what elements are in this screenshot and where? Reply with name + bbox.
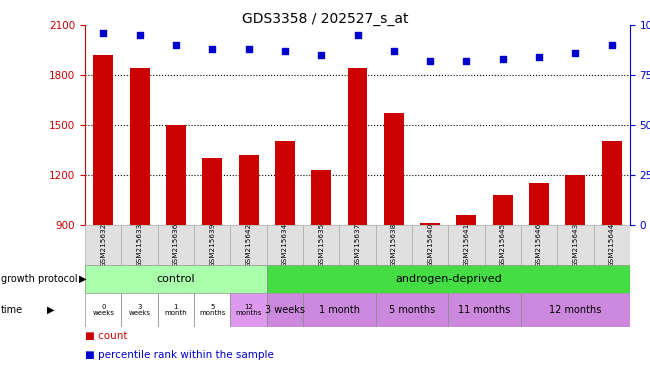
Bar [456, 215, 476, 225]
Point [316, 52, 326, 58]
Point [207, 46, 218, 52]
Text: GSM215641: GSM215641 [463, 223, 469, 267]
Bar [303, 293, 376, 327]
Bar [303, 225, 339, 265]
Bar [158, 293, 194, 327]
Text: GSM215643: GSM215643 [573, 223, 578, 267]
Text: GSM215644: GSM215644 [608, 223, 615, 267]
Point [280, 48, 290, 54]
Bar [239, 155, 259, 225]
Text: 12 months: 12 months [549, 305, 601, 315]
Bar [230, 293, 266, 327]
Bar [557, 225, 593, 265]
Bar [122, 293, 158, 327]
Bar [129, 68, 150, 225]
Bar [194, 225, 230, 265]
Text: 5
months: 5 months [199, 304, 226, 316]
Text: 1 month: 1 month [319, 305, 360, 315]
Text: ▶: ▶ [47, 305, 55, 315]
Text: 3
weeks: 3 weeks [129, 304, 151, 316]
Bar [384, 113, 404, 225]
Text: ■ percentile rank within the sample: ■ percentile rank within the sample [85, 350, 274, 360]
Bar [521, 225, 557, 265]
Bar [85, 293, 122, 327]
Bar [485, 225, 521, 265]
Bar [566, 175, 586, 225]
Bar [266, 225, 303, 265]
Point [135, 32, 145, 38]
Bar [376, 225, 412, 265]
Text: GSM215635: GSM215635 [318, 223, 324, 267]
Text: GSM215640: GSM215640 [427, 223, 433, 267]
Bar [275, 141, 295, 225]
Text: 0
weeks: 0 weeks [92, 304, 114, 316]
Point [389, 48, 399, 54]
Text: control: control [157, 274, 195, 284]
Text: 5 months: 5 months [389, 305, 435, 315]
Bar [376, 293, 448, 327]
Point [462, 58, 472, 64]
Text: GSM215636: GSM215636 [173, 223, 179, 267]
Text: ■ count: ■ count [85, 331, 127, 341]
Text: 1
month: 1 month [164, 304, 187, 316]
Bar [521, 293, 630, 327]
Bar [266, 293, 303, 327]
Point [352, 32, 363, 38]
Point [606, 42, 617, 48]
Text: GSM215634: GSM215634 [282, 223, 288, 267]
Bar [339, 225, 376, 265]
Bar [448, 293, 521, 327]
Text: 12
months: 12 months [235, 304, 262, 316]
Point [98, 30, 109, 36]
Text: 11 months: 11 months [458, 305, 511, 315]
Bar [166, 125, 186, 225]
Bar [529, 183, 549, 225]
Point [243, 46, 254, 52]
Text: GSM215645: GSM215645 [500, 223, 506, 267]
Text: GSM215646: GSM215646 [536, 223, 542, 267]
Bar [94, 55, 113, 225]
Text: GSM215642: GSM215642 [246, 223, 252, 267]
Bar [194, 293, 230, 327]
Text: GSM215632: GSM215632 [100, 223, 107, 267]
Text: androgen-deprived: androgen-deprived [395, 274, 502, 284]
Bar [348, 68, 367, 225]
Bar [266, 265, 630, 293]
Point [534, 54, 544, 60]
Text: time: time [1, 305, 23, 315]
Point [425, 58, 436, 64]
Bar [122, 225, 158, 265]
Text: GSM215633: GSM215633 [136, 223, 142, 267]
Bar [593, 225, 630, 265]
Text: GSM215638: GSM215638 [391, 223, 396, 267]
Text: GDS3358 / 202527_s_at: GDS3358 / 202527_s_at [242, 12, 408, 25]
Point [497, 56, 508, 62]
Text: GSM215639: GSM215639 [209, 223, 215, 267]
Bar [493, 195, 513, 225]
Text: ▶: ▶ [79, 274, 87, 284]
Bar [230, 225, 266, 265]
Bar [311, 170, 331, 225]
Bar [202, 158, 222, 225]
Bar [85, 225, 122, 265]
Bar [420, 223, 440, 225]
Bar [412, 225, 448, 265]
Bar [602, 141, 621, 225]
Text: 3 weeks: 3 weeks [265, 305, 305, 315]
Point [570, 50, 580, 56]
Bar [85, 265, 266, 293]
Text: GSM215637: GSM215637 [354, 223, 361, 267]
Bar [448, 225, 485, 265]
Bar [158, 225, 194, 265]
Point [171, 42, 181, 48]
Text: growth protocol: growth protocol [1, 274, 77, 284]
